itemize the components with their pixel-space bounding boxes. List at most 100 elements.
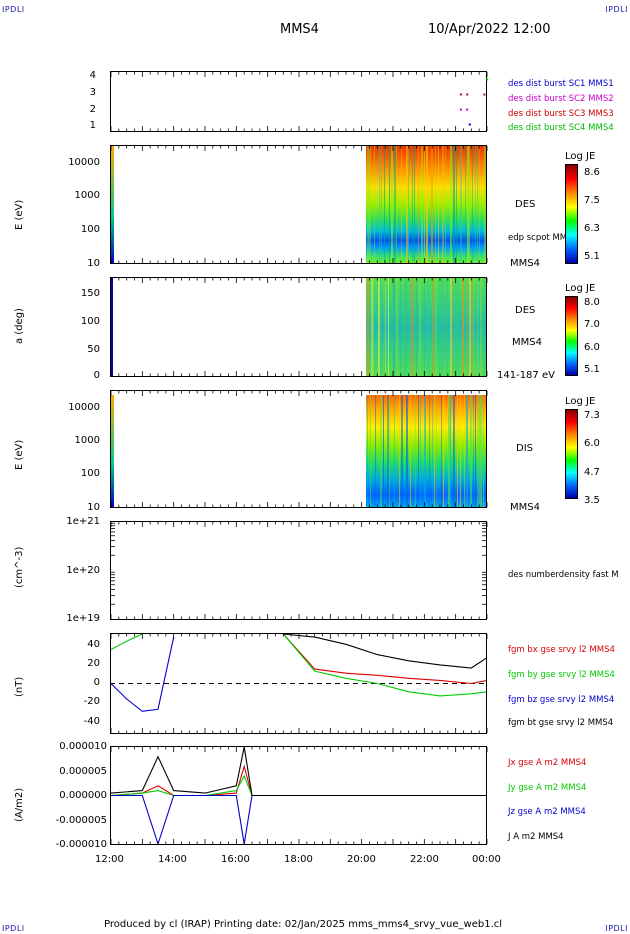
spectrogram-stripe	[436, 395, 437, 508]
time-tick-label: 12:00	[95, 854, 124, 865]
burst-marker	[466, 108, 469, 111]
dis-energy-spectrogram	[110, 390, 488, 508]
spectrogram-stripe	[367, 146, 369, 264]
spectrogram-texture	[367, 146, 486, 264]
bfield-ylabel: (nT)	[14, 676, 25, 697]
spectrogram-stripe	[452, 278, 453, 377]
tick-label: 4	[89, 70, 96, 81]
spectrogram-stripe	[469, 146, 470, 264]
spectrogram-stripe	[435, 278, 437, 377]
series-line	[283, 633, 488, 669]
series-line	[111, 794, 487, 846]
density-ylabel: (cm^-3)	[14, 546, 25, 588]
spectrogram-stripe	[435, 146, 436, 264]
time-tick-label: 20:00	[347, 854, 376, 865]
burst-marker	[468, 123, 471, 126]
tick-label: 1e+19	[66, 613, 100, 624]
current-ylabel: (A/m2)	[14, 787, 25, 822]
spectrogram-stripe	[450, 146, 452, 264]
spectrogram-stripe	[467, 146, 469, 264]
legend-entry: Jx gse A m2 MMS4	[508, 758, 587, 768]
tick-label: 1000	[74, 435, 100, 446]
legend-entry: fgm bz gse srvy l2 MMS4	[508, 695, 615, 705]
spectrogram-stripe	[399, 395, 400, 508]
spectrogram-texture	[367, 278, 485, 377]
spectrogram-texture	[367, 395, 484, 508]
tick-label: -0.000010	[55, 839, 107, 850]
spectrogram-stripe	[414, 146, 415, 264]
spectrogram-stripe	[432, 278, 434, 377]
burst-marker	[466, 93, 469, 96]
axis-ticks	[111, 522, 486, 605]
spectrogram-stripe	[455, 278, 457, 377]
burst-yaxis: 4 3 2 1	[0, 70, 108, 133]
spectrogram-stripe	[434, 395, 435, 508]
tick-label: 0	[93, 677, 100, 688]
footer-text: Produced by cl (IRAP) Printing date: 02/…	[104, 919, 503, 930]
colorbar-tick: 5.1	[584, 364, 600, 375]
time-tick-label: 00:00	[472, 854, 501, 865]
spectrogram-stripe	[380, 395, 382, 508]
spectrogram-edge	[111, 278, 113, 377]
spectrogram-stripe	[458, 278, 459, 377]
tick-label: 20	[87, 658, 100, 669]
colorbar-title: Log JE	[565, 151, 596, 162]
spacecraft-title: MMS4	[280, 22, 319, 37]
density-plot	[110, 521, 488, 620]
spectrogram-stripe	[371, 278, 373, 377]
spectrogram-stripe	[424, 395, 426, 508]
spectrogram-stripe	[393, 278, 395, 377]
des-energy-ylabel: E (eV)	[14, 199, 25, 230]
colorbar	[565, 296, 578, 376]
spectrogram-stripe	[401, 395, 403, 508]
spectrogram-stripe	[400, 278, 401, 377]
burst-marker	[483, 93, 486, 96]
colorbar-title: Log JE	[565, 283, 596, 294]
spectrogram-stripe	[462, 278, 464, 377]
tick-label: 0.000005	[59, 766, 107, 777]
spectrogram-stripe	[373, 278, 374, 377]
spectrogram-stripe	[401, 146, 402, 264]
spectrogram-stripe	[418, 146, 419, 264]
spectrogram-stripe	[460, 395, 461, 508]
spectrogram-stripe	[380, 278, 381, 377]
series-line	[110, 774, 487, 797]
series-line	[110, 746, 487, 797]
burst-marks	[459, 78, 488, 126]
spectrogram-stripe	[445, 146, 446, 264]
spectrogram-stripe	[424, 278, 425, 377]
spectrogram-stripe	[475, 146, 476, 264]
legend-entry: des dist burst SC4 MMS4	[508, 123, 614, 133]
des-label: DES	[515, 199, 536, 210]
colorbar-tick: 4.7	[584, 467, 600, 478]
spectrogram-stripe	[428, 278, 429, 377]
spectrogram-stripe	[419, 278, 421, 377]
tick-label: -40	[83, 716, 100, 727]
spectrogram-stripe	[473, 395, 474, 508]
tick-label: -0.000005	[55, 815, 107, 826]
spectrogram-stripe	[469, 278, 471, 377]
spectrogram-stripe	[412, 146, 413, 264]
dis-label: DIS	[516, 443, 533, 454]
plot-frame	[110, 277, 487, 377]
series-line	[110, 636, 175, 712]
des-energy-spectrogram	[110, 145, 488, 264]
colorbar-tick: 3.5	[584, 495, 600, 506]
spectrogram-stripe	[424, 146, 425, 264]
tick-label: 40	[87, 639, 100, 650]
legend-entry: des dist burst SC3 MMS3	[508, 109, 614, 119]
bfield-series	[110, 633, 488, 712]
spectrogram-stripe	[367, 395, 368, 508]
spectrogram-stripe	[470, 395, 472, 508]
spacecraft-label: MMS4	[510, 258, 540, 269]
spectrogram-stripe	[367, 278, 369, 377]
legend-entry: J A m2 MMS4	[508, 832, 564, 842]
tick-label: 100	[80, 468, 100, 479]
spectrogram-stripe	[369, 146, 371, 264]
spectrogram-stripe	[475, 395, 476, 508]
tick-label: 3	[89, 87, 96, 98]
colorbar-title: Log JE	[565, 396, 596, 407]
spectrogram-stripe	[441, 278, 443, 377]
spectrogram-stripe	[481, 395, 482, 508]
corner-label-top-right: IPDLI	[605, 5, 628, 14]
